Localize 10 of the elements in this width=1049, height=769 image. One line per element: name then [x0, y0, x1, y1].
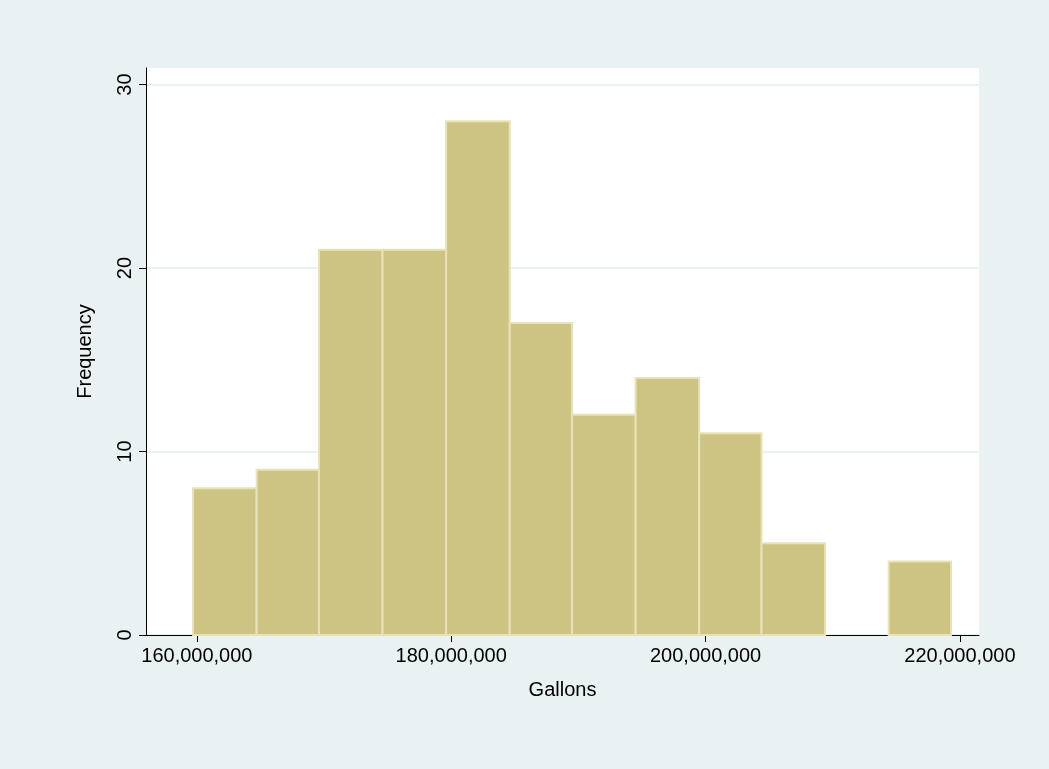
x-tick-label: 200,000,000	[649, 644, 762, 666]
y-tick-label: 30	[113, 73, 135, 96]
x-tick-label: 220,000,000	[904, 644, 1016, 666]
y-tick-label: 10	[113, 440, 135, 463]
x-tick-label: 180,000,000	[395, 644, 507, 666]
y-tick-label: 0	[113, 629, 135, 641]
x-axis-title: Gallons	[528, 678, 597, 700]
y-axis-title: Frequency	[73, 304, 95, 399]
y-tick-label: 20	[113, 256, 135, 280]
x-tick-label: 160,000,000	[141, 644, 253, 666]
